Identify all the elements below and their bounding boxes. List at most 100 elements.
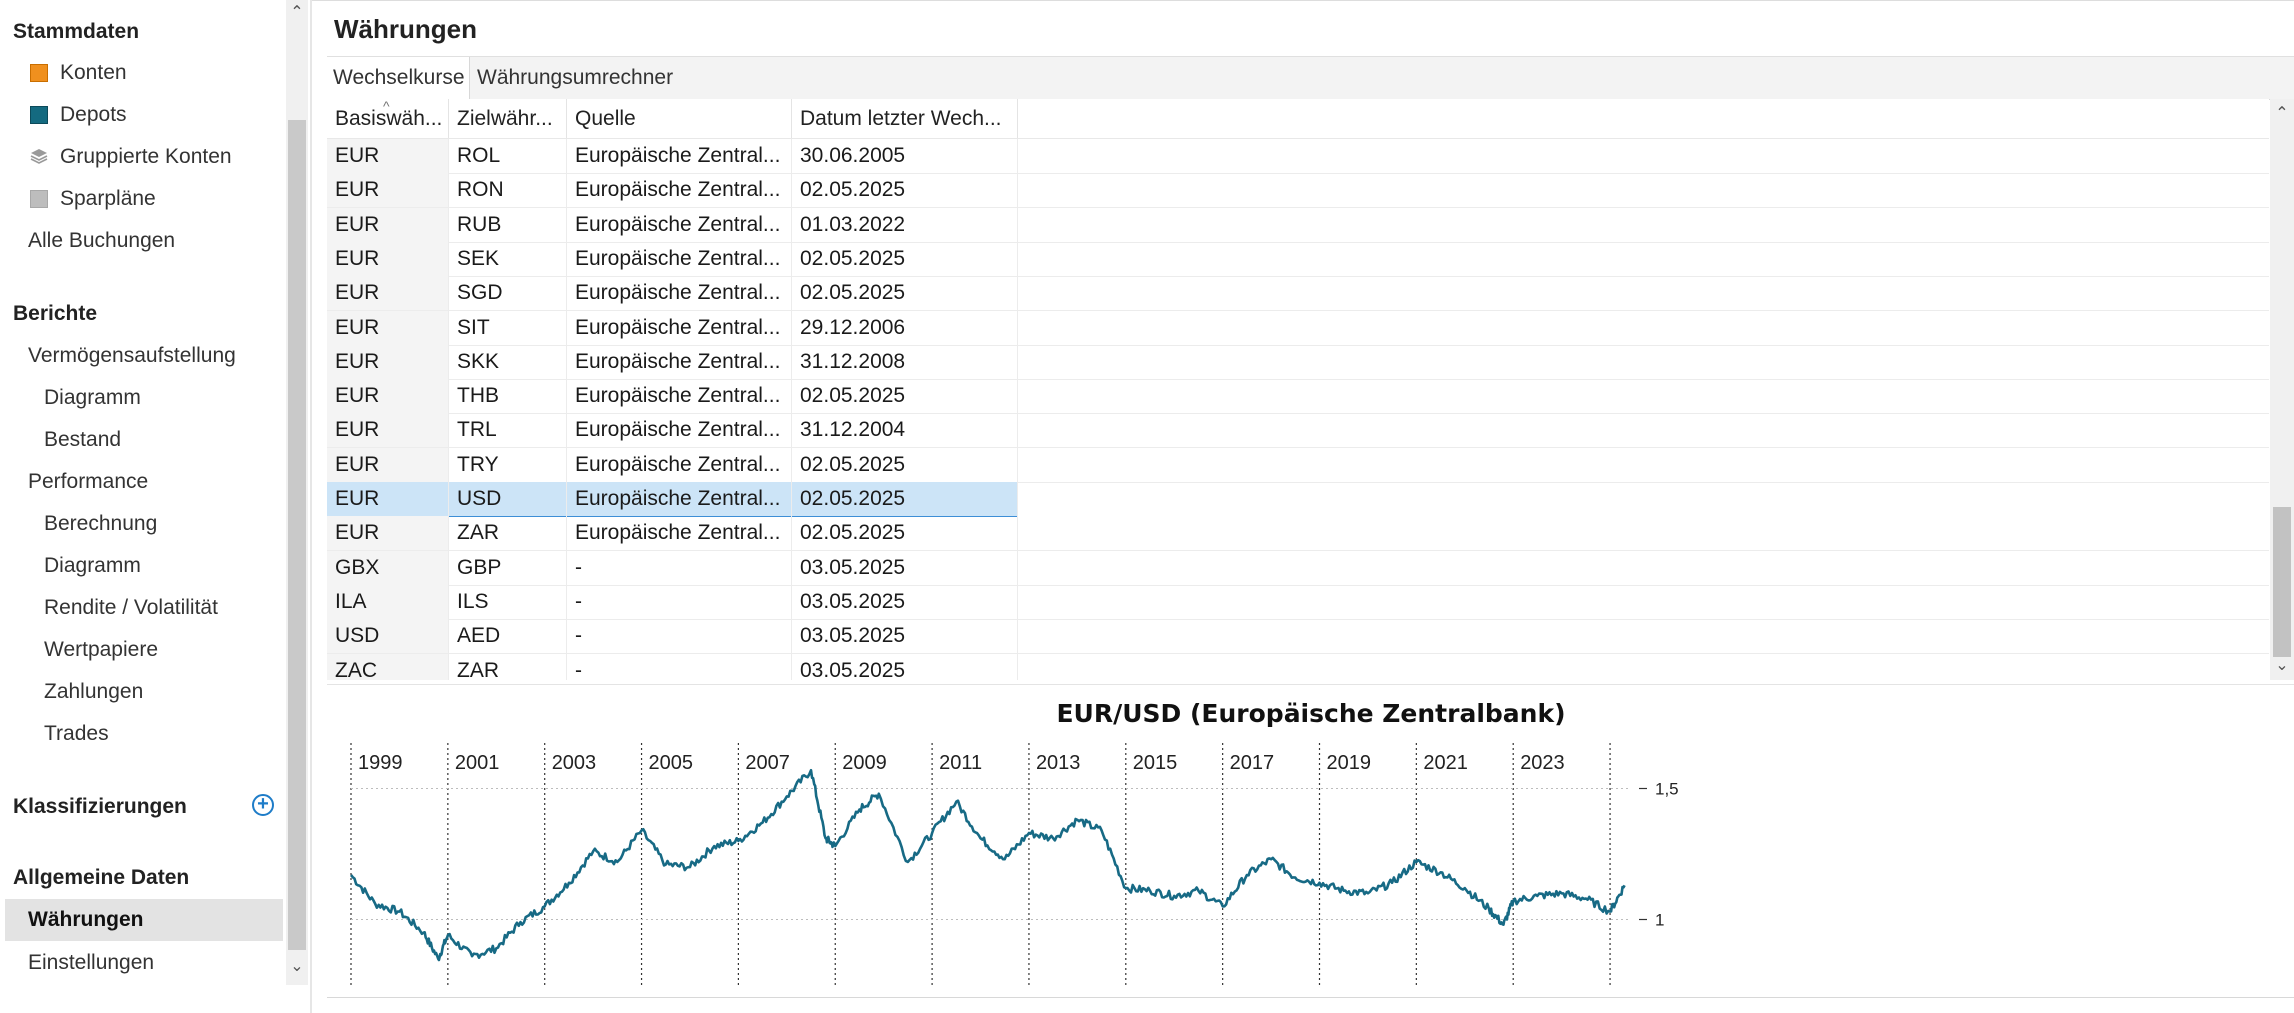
- scroll-down-icon[interactable]: ⌄: [290, 958, 304, 975]
- x-tick-label: 2013: [1036, 752, 1081, 774]
- quelle-cell: -: [567, 584, 792, 619]
- quelle-cell: Europäische Zentral...: [567, 413, 792, 448]
- table-row[interactable]: EUR USD Europäische Zentral... 02.05.2025: [327, 482, 1018, 517]
- datum-cell: 02.05.2025: [792, 447, 1018, 482]
- sidebar: Stammdaten Konten Depots Gruppierte Kont…: [0, 0, 312, 1013]
- column-header-basiswaehrung[interactable]: ^ Basiswäh...: [327, 99, 449, 138]
- quelle-cell: -: [567, 550, 792, 585]
- basiswaehrung-cell: USD: [327, 619, 449, 654]
- sidebar-item-wertpapiere[interactable]: Wertpapiere: [44, 638, 159, 661]
- datum-cell: 03.05.2025: [792, 619, 1018, 654]
- x-tick-label: 2021: [1423, 752, 1468, 774]
- table-row[interactable]: ILA ILS -03.05.2025: [327, 584, 2269, 620]
- datum-cell: 03.05.2025: [792, 550, 1018, 585]
- table-row[interactable]: EUR TRL Europäische Zentral... 31.12.2004: [327, 413, 2269, 449]
- page-title: Währungen: [334, 14, 477, 44]
- sidebar-item-performance-diagramm[interactable]: Diagramm: [44, 554, 141, 577]
- zielwaehrung-cell: SEK: [449, 241, 567, 276]
- datum-cell: 01.03.2022: [792, 207, 1018, 242]
- basiswaehrung-cell: GBX: [327, 550, 449, 585]
- sidebar-item-waehrungen[interactable]: Währungen: [5, 899, 283, 941]
- sidebar-item-label: Konten: [60, 61, 127, 84]
- table-scroll-thumb[interactable]: [2273, 507, 2291, 657]
- column-header-zielwaehrung[interactable]: Zielwähr...: [449, 99, 567, 138]
- sidebar-divider: [310, 0, 312, 1013]
- tab-waehrungsumrechner[interactable]: Währungsumrechner: [477, 66, 674, 89]
- tab-wechselkurse[interactable]: Wechselkurse: [327, 57, 470, 100]
- chart-panel: EUR/USD (Europäische Zentralbank) 1999 20…: [327, 684, 2294, 998]
- x-tick-label: 2001: [455, 752, 500, 774]
- table-row[interactable]: EUR SGD Europäische Zentral... 02.05.2025: [327, 276, 2269, 312]
- column-header-datum[interactable]: Datum letzter Wech...: [792, 99, 1018, 138]
- sidebar-item-label: Depots: [60, 103, 127, 126]
- datum-cell: 02.05.2025: [792, 276, 1018, 311]
- table-row[interactable]: EUR ZAR Europäische Zentral... 02.05.2025: [327, 516, 2269, 552]
- datum-cell: 29.12.2006: [792, 310, 1018, 345]
- zielwaehrung-cell: GBP: [449, 550, 567, 585]
- table-row[interactable]: EUR TRY Europäische Zentral... 02.05.2025: [327, 447, 2269, 483]
- basiswaehrung-cell: EUR: [327, 241, 449, 276]
- basiswaehrung-cell: EUR: [327, 139, 449, 173]
- table-row[interactable]: EUR THB Europäische Zentral... 02.05.2025: [327, 379, 2269, 415]
- zielwaehrung-cell: RUB: [449, 207, 567, 242]
- datum-cell: 31.12.2004: [792, 413, 1018, 448]
- table-row[interactable]: EUR ROL Europäische Zentral... 30.06.2005: [327, 139, 2269, 174]
- sidebar-item-alle-buchungen[interactable]: Alle Buchungen: [28, 229, 176, 252]
- scroll-down-icon[interactable]: ⌄: [2275, 657, 2289, 674]
- sidebar-item-diagramm[interactable]: Diagramm: [44, 386, 141, 409]
- sidebar-item-berechnung[interactable]: Berechnung: [44, 512, 158, 535]
- series-line: [349, 768, 1626, 962]
- table-row[interactable]: ZAC ZAR -03.05.2025: [327, 653, 2269, 680]
- scroll-up-icon[interactable]: ⌃: [2275, 105, 2289, 122]
- basiswaehrung-cell: EUR: [327, 447, 449, 482]
- y-tick-label: 1: [1655, 911, 1664, 930]
- zielwaehrung-cell: USD: [449, 482, 567, 516]
- datum-cell: 30.06.2005: [792, 139, 1018, 173]
- sidebar-item-vermoegensaufstellung[interactable]: Vermögensaufstellung: [28, 344, 236, 367]
- table-row[interactable]: EUR SKK Europäische Zentral... 31.12.2008: [327, 344, 2269, 380]
- sidebar-item-trades[interactable]: Trades: [44, 722, 109, 745]
- table-row[interactable]: EUR RON Europäische Zentral... 02.05.2025: [327, 173, 2269, 209]
- datum-cell: 02.05.2025: [792, 516, 1018, 551]
- datum-cell: 31.12.2008: [792, 344, 1018, 379]
- table-row[interactable]: EUR SEK Europäische Zentral... 02.05.2025: [327, 241, 2269, 277]
- quelle-cell: -: [567, 653, 792, 680]
- basiswaehrung-cell: EUR: [327, 344, 449, 379]
- zielwaehrung-cell: RON: [449, 173, 567, 208]
- datum-cell: 03.05.2025: [792, 584, 1018, 619]
- column-header-quelle[interactable]: Quelle: [567, 99, 792, 138]
- quelle-cell: -: [567, 619, 792, 654]
- table-row[interactable]: EUR RUB Europäische Zentral... 01.03.2022: [327, 207, 2269, 243]
- x-tick-label: 2011: [939, 752, 982, 774]
- quelle-cell: Europäische Zentral...: [567, 379, 792, 414]
- sidebar-item-einstellungen[interactable]: Einstellungen: [28, 951, 155, 974]
- tab-bar: Wechselkurse Währungsumrechner: [327, 56, 2294, 100]
- basiswaehrung-cell: EUR: [327, 276, 449, 311]
- sidebar-item-rendite-volatilitaet[interactable]: Rendite / Volatilität: [44, 596, 218, 619]
- add-classification-button[interactable]: +: [252, 794, 274, 816]
- zielwaehrung-cell: SIT: [449, 310, 567, 345]
- quelle-cell: Europäische Zentral...: [567, 276, 792, 311]
- table-row[interactable]: USD AED -03.05.2025: [327, 619, 2269, 655]
- table-row[interactable]: GBX GBP -03.05.2025: [327, 550, 2269, 586]
- section-title-stammdaten: Stammdaten: [13, 20, 140, 43]
- sidebar-item-performance[interactable]: Performance: [28, 470, 149, 493]
- column-header-label: Basiswäh...: [335, 107, 443, 130]
- table-scrollbar[interactable]: ⌃ ⌄: [2270, 99, 2294, 680]
- table-row[interactable]: EUR SIT Europäische Zentral... 29.12.2006: [327, 310, 2269, 346]
- basiswaehrung-cell: EUR: [327, 207, 449, 242]
- section-title-berichte: Berichte: [13, 302, 98, 325]
- basiswaehrung-cell: EUR: [327, 482, 449, 516]
- exchange-rate-chart: EUR/USD (Europäische Zentralbank) 1999 20…: [349, 699, 1679, 985]
- scroll-up-icon[interactable]: ⌃: [290, 4, 304, 21]
- sidebar-item-bestand[interactable]: Bestand: [44, 428, 122, 451]
- basiswaehrung-cell: EUR: [327, 379, 449, 414]
- sidebar-scrollbar[interactable]: ⌃ ⌄: [286, 0, 308, 985]
- sidebar-item-zahlungen[interactable]: Zahlungen: [44, 680, 144, 703]
- zielwaehrung-cell: ZAR: [449, 653, 567, 680]
- sidebar-scroll-thumb[interactable]: [288, 120, 306, 950]
- zielwaehrung-cell: ILS: [449, 584, 567, 619]
- zielwaehrung-cell: THB: [449, 379, 567, 414]
- section-title-allgemeine-daten: Allgemeine Daten: [13, 866, 190, 889]
- zielwaehrung-cell: ZAR: [449, 516, 567, 551]
